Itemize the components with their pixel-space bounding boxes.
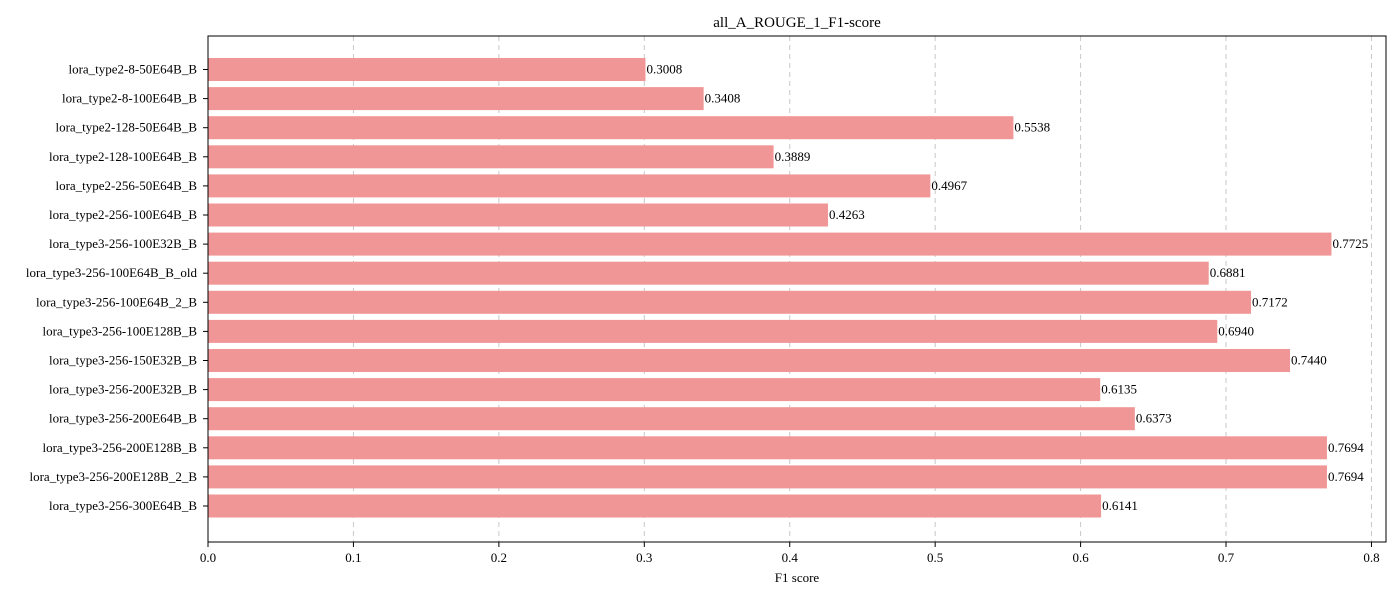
y-tick-label: lora_type3-256-200E128B_B (42, 440, 197, 455)
y-axis: lora_type2-8-50E64B_B lora_type2-8-100E64… (26, 62, 208, 513)
x-tick-label: 0.3 (636, 550, 652, 565)
chart-title: all_A_ROUGE_1_F1-score (713, 15, 881, 31)
y-tick-label: lora_type3-256-200E128B_2_B (29, 469, 197, 484)
y-tick-label: lora_type3-256-100E128B_B (42, 323, 197, 338)
y-tick-label: lora_type3-256-200E64B_B (49, 411, 197, 426)
bar (208, 465, 1327, 489)
bar (208, 261, 1209, 285)
y-tick-label: lora_type3-256-100E32B_B (49, 236, 197, 251)
y-tick-label: lora_type2-8-50E64B_B (68, 62, 197, 77)
bar-value-label: 0.3889 (775, 149, 811, 164)
bar (208, 349, 1291, 372)
bar-value-label: 0.5538 (1014, 120, 1050, 135)
x-tick-label: 0.4 (782, 550, 799, 565)
x-axis: 0.0 0.1 0.2 0.3 0.4 0.5 0.6 0.7 0.8 (200, 542, 1380, 565)
y-tick-label: lora_type3-256-150E32B_B (49, 353, 197, 368)
bar (208, 436, 1327, 460)
bar (208, 378, 1101, 402)
y-tick-label: lora_type2-256-50E64B_B (55, 178, 197, 193)
bar (208, 494, 1102, 518)
bar-value-label: 0.6141 (1102, 498, 1138, 513)
x-axis-label: F1 score (775, 570, 820, 585)
bar-value-label: 0.7172 (1252, 294, 1288, 309)
bar-value-label: 0.4967 (931, 178, 967, 193)
bars-layer (208, 58, 1332, 518)
x-tick-label: 0.6 (1072, 550, 1089, 565)
y-tick-label: lora_type2-128-50E64B_B (55, 120, 197, 135)
x-tick-label: 0.0 (200, 550, 216, 565)
bar (208, 58, 646, 81)
plot-area-frame (207, 35, 1387, 543)
x-tick-label: 0.1 (345, 550, 361, 565)
x-tick-label: 0.7 (1218, 550, 1235, 565)
bar (208, 407, 1135, 431)
x-tick-label: 0.2 (491, 550, 507, 565)
bar-value-label: 0.3008 (646, 62, 682, 77)
y-tick-label: lora_type2-8-100E64B_B (62, 91, 197, 106)
bar (208, 319, 1218, 343)
bar (208, 145, 774, 169)
bar-value-label: 0.6940 (1218, 323, 1254, 338)
y-tick-label: lora_type2-128-100E64B_B (49, 149, 197, 164)
bar-value-label: 0.6135 (1101, 382, 1137, 397)
bar-value-label: 0.7694 (1328, 469, 1364, 484)
y-tick-label: lora_type2-256-100E64B_B (49, 207, 197, 222)
bar-value-label: 0.7694 (1328, 440, 1364, 455)
bar (208, 116, 1014, 140)
bar (208, 232, 1332, 256)
bar (208, 203, 828, 227)
y-tick-label: lora_type3-256-100E64B_2_B (36, 294, 197, 309)
bar-value-label: 0.7725 (1332, 236, 1368, 251)
x-tick-label: 0.8 (1363, 550, 1379, 565)
y-tick-label: lora_type3-256-300E64B_B (49, 498, 197, 513)
bar-value-label: 0.4263 (829, 207, 865, 222)
value-labels-layer: 0.3008 0.3408 0.5538 0.3889 0.4967 0.4263 0.77… (646, 62, 1368, 514)
x-tick-label: 0.5 (927, 550, 943, 565)
bar (208, 174, 931, 198)
bar-value-label: 0.6881 (1210, 265, 1246, 280)
y-tick-label: lora_type3-256-200E32B_B (49, 382, 197, 397)
bar-value-label: 0.3408 (705, 91, 741, 106)
bar-value-label: 0.6373 (1136, 411, 1172, 426)
bar-value-label: 0.7440 (1291, 353, 1327, 368)
y-tick-label: lora_type3-256-100E64B_B_old (26, 265, 198, 280)
bar (208, 87, 704, 111)
bar (208, 290, 1252, 314)
